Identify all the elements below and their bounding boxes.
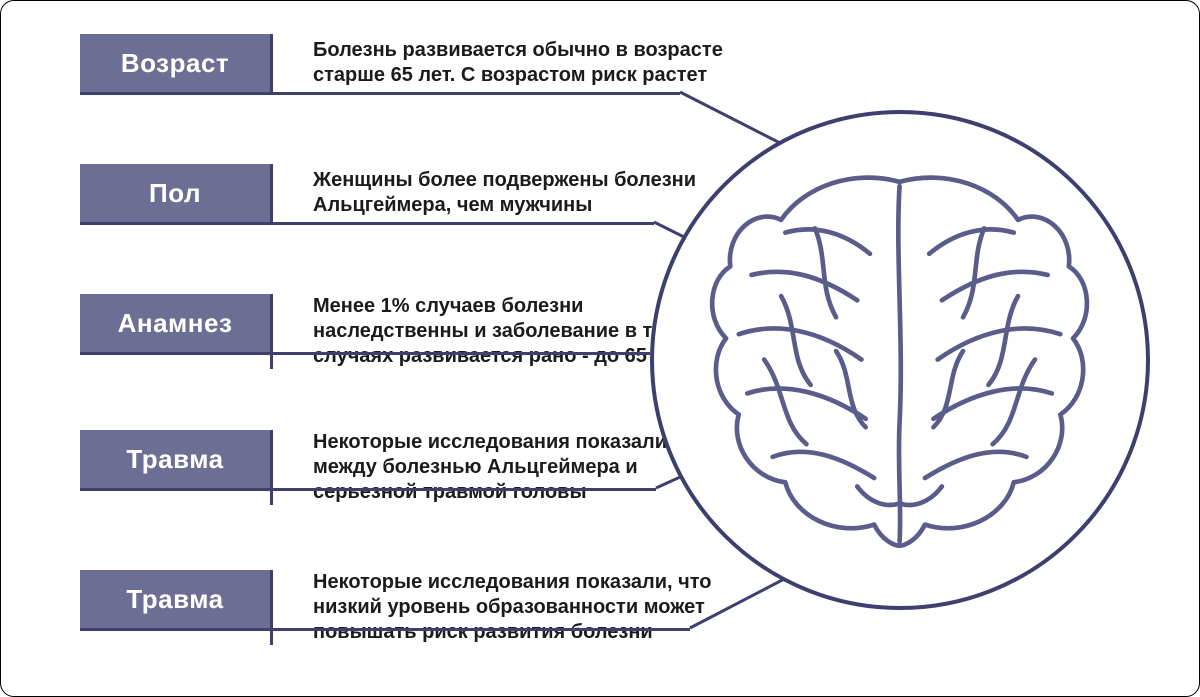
brain-circle bbox=[650, 110, 1150, 610]
factor-row: Травма Некоторые исследования показали, … bbox=[80, 570, 743, 645]
row-underline bbox=[80, 92, 680, 95]
factor-row: Возраст Болезнь развивается обычно в воз… bbox=[80, 34, 743, 92]
factor-label: Пол bbox=[80, 164, 270, 222]
factor-row: Пол Женщины более подвержены болезни Аль… bbox=[80, 164, 743, 222]
factor-row: Травма Некоторые исследования показали с… bbox=[80, 430, 743, 505]
row-underline bbox=[80, 488, 656, 491]
brain-icon bbox=[688, 148, 1111, 571]
row-underline bbox=[80, 352, 650, 355]
row-underline bbox=[80, 222, 654, 225]
factor-row: Анамнез Менее 1% случаев болезни наследс… bbox=[80, 294, 743, 369]
factor-label: Травма bbox=[80, 430, 270, 488]
factor-description: Некоторые исследования показали, что низ… bbox=[313, 570, 743, 645]
factor-label: Травма bbox=[80, 570, 270, 628]
factor-label: Анамнез bbox=[80, 294, 270, 352]
factor-description: Женщины более подвержены болезни Альцгей… bbox=[313, 164, 743, 222]
factor-description: Болезнь развивается обычно в возрасте ст… bbox=[313, 34, 743, 92]
factor-label: Возраст bbox=[80, 34, 270, 92]
row-underline bbox=[80, 628, 690, 631]
